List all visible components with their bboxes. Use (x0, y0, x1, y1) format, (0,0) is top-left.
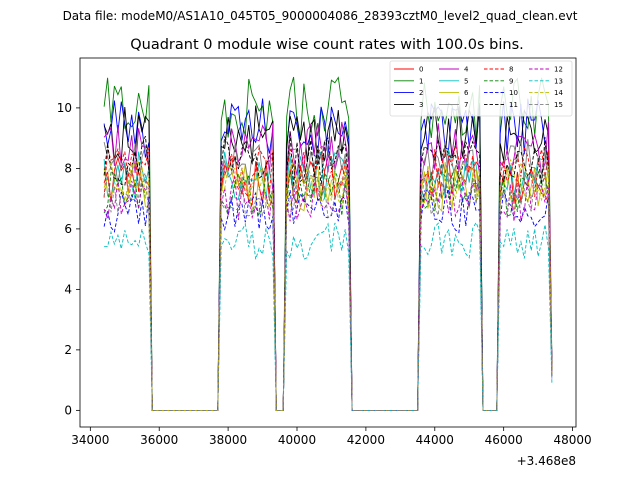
legend-label-module-4: 4 (464, 66, 469, 74)
legend-label-module-12: 12 (554, 66, 563, 74)
legend-label-module-15: 15 (554, 101, 563, 109)
legend-label-module-0: 0 (419, 66, 423, 74)
x-tick-label: 48000 (553, 433, 591, 447)
chart-title: Quadrant 0 module wise count rates with … (130, 37, 524, 53)
y-tick-label: 4 (64, 282, 72, 296)
series-line-module-14 (103, 159, 553, 411)
legend-label-module-7: 7 (464, 101, 468, 109)
legend-label-module-10: 10 (509, 89, 518, 97)
x-offset-label: +3.468e8 (517, 454, 576, 468)
series-line-module-13 (104, 221, 553, 411)
x-tick-label: 40000 (278, 433, 316, 447)
x-tick-label: 36000 (140, 433, 178, 447)
legend-label-module-14: 14 (554, 89, 563, 97)
y-tick-label: 0 (64, 403, 72, 417)
legend-label-module-5: 5 (464, 77, 468, 85)
legend-box (389, 60, 573, 117)
legend-label-module-9: 9 (509, 77, 513, 85)
legend-label-module-11: 11 (509, 101, 518, 109)
legend-label-module-3: 3 (419, 101, 423, 109)
legend-label-module-2: 2 (419, 89, 423, 97)
axes-frame (79, 57, 577, 428)
series-layer (103, 76, 553, 411)
x-tick-label: 34000 (71, 433, 109, 447)
y-tick-label: 10 (57, 101, 72, 115)
x-tick-label: 44000 (416, 433, 454, 447)
x-tick-label: 38000 (209, 433, 247, 447)
legend-label-module-8: 8 (509, 66, 513, 74)
series-line-module-15 (103, 171, 553, 411)
legend-label-module-13: 13 (554, 77, 563, 85)
x-tick-label: 42000 (347, 433, 385, 447)
legend-label-module-6: 6 (464, 89, 469, 97)
legend-label-module-1: 1 (419, 77, 423, 85)
tick-layer: 34000 36000 38000 40000 42000 44000 46000 48000… (57, 101, 592, 447)
plot-area (80, 58, 576, 427)
y-tick-label: 6 (64, 222, 72, 236)
x-tick-label: 46000 (485, 433, 523, 447)
y-tick-label: 8 (64, 161, 72, 175)
y-tick-label: 2 (64, 343, 72, 357)
data-file-label: Data file: modeM0/AS1A10_045T05_90000040… (63, 9, 578, 23)
